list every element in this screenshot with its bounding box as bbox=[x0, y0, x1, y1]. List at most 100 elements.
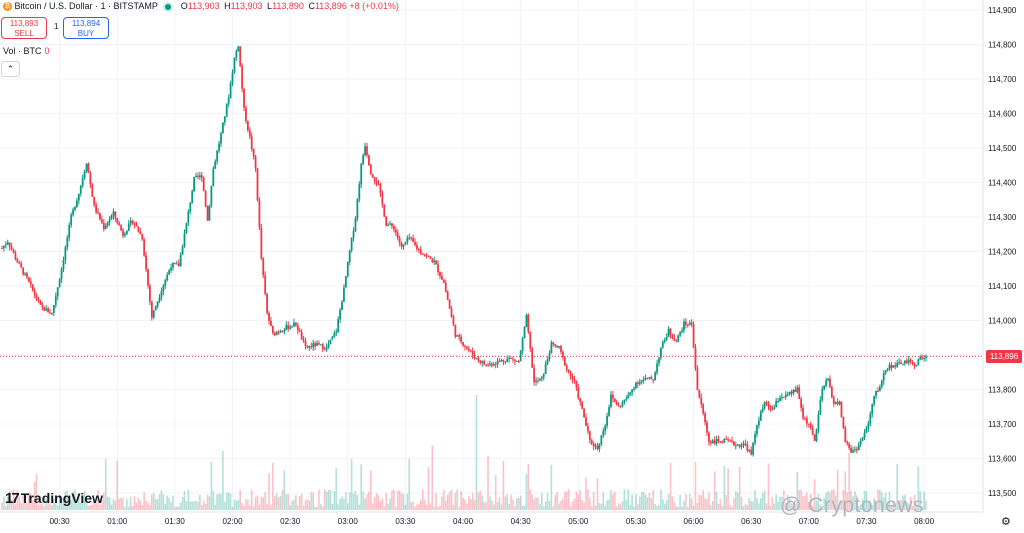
candle-body bbox=[14, 252, 17, 260]
candle-body bbox=[110, 215, 113, 220]
volume-bar bbox=[804, 495, 806, 510]
candle-body bbox=[64, 247, 67, 261]
candle-body bbox=[660, 347, 662, 358]
candle-body bbox=[635, 382, 637, 389]
volume-bar bbox=[783, 490, 785, 510]
candle-body bbox=[177, 263, 180, 267]
volume-bar bbox=[857, 506, 860, 510]
candle-body bbox=[277, 332, 280, 334]
candle-body bbox=[131, 220, 134, 223]
volume-bar bbox=[637, 504, 639, 510]
volume-bar bbox=[919, 491, 922, 510]
buy-button[interactable]: 113,894 BUY bbox=[63, 17, 109, 39]
candle-body bbox=[757, 420, 760, 426]
volume-bar bbox=[640, 492, 643, 510]
volume-bar bbox=[325, 491, 328, 510]
candle-body bbox=[567, 369, 570, 372]
volume-bar bbox=[771, 497, 774, 510]
candle-body bbox=[243, 88, 245, 108]
candle-body bbox=[198, 175, 201, 178]
volume-bar bbox=[579, 490, 582, 510]
candle-body bbox=[227, 98, 230, 104]
volume-bar bbox=[606, 500, 608, 510]
volume-bar bbox=[629, 504, 631, 510]
collapse-chevron-icon[interactable]: ⌃ bbox=[1, 61, 20, 77]
candle-body bbox=[237, 46, 240, 52]
candle-body bbox=[694, 347, 697, 369]
price-axis: 113,500113,600113,700113,800113,900114,0… bbox=[982, 0, 1017, 512]
volume-bar bbox=[852, 496, 854, 510]
volume-bar bbox=[736, 492, 739, 510]
candle-body bbox=[867, 423, 870, 428]
candle-body bbox=[344, 276, 347, 288]
volume-bar bbox=[748, 497, 751, 510]
volume-bar bbox=[856, 495, 858, 510]
candle-body bbox=[379, 184, 382, 194]
volume-bar bbox=[890, 505, 893, 510]
sell-button[interactable]: 113,893 SELL bbox=[1, 17, 47, 39]
candle-body bbox=[919, 357, 922, 360]
candle-body bbox=[31, 284, 34, 291]
candle-body bbox=[521, 338, 524, 351]
candle-body bbox=[225, 103, 228, 117]
volume-bar bbox=[512, 499, 514, 510]
candle-body bbox=[27, 277, 30, 282]
volume-bar bbox=[735, 491, 737, 510]
volume-bar bbox=[14, 504, 17, 510]
volume-bar bbox=[76, 503, 78, 510]
volume-bar bbox=[329, 490, 332, 510]
volume-bar bbox=[710, 505, 712, 510]
volume-bar bbox=[590, 505, 593, 510]
candle-body bbox=[512, 358, 514, 360]
candle-body bbox=[218, 143, 220, 151]
candle-body bbox=[802, 407, 804, 419]
volume-bar bbox=[385, 493, 387, 510]
candle-body bbox=[623, 399, 626, 403]
volume-bar bbox=[298, 496, 301, 510]
volume-bar bbox=[104, 459, 107, 510]
volume-bar bbox=[464, 499, 466, 510]
volume-bar bbox=[788, 497, 791, 510]
candle-body bbox=[465, 346, 468, 349]
volume-bar bbox=[135, 502, 138, 510]
candle-body bbox=[481, 361, 484, 363]
volume-bar bbox=[402, 493, 405, 510]
symbol-title[interactable]: Bitcoin / U.S. Dollar · 1 · BITSTAMP bbox=[14, 1, 158, 11]
candle-body bbox=[500, 360, 503, 362]
candle-body bbox=[162, 285, 165, 292]
volume-bar bbox=[62, 498, 65, 510]
volume-bar bbox=[389, 498, 391, 510]
candle-body bbox=[427, 255, 430, 257]
volume-bar bbox=[404, 504, 407, 510]
candle-body bbox=[517, 361, 520, 363]
candle-body bbox=[448, 299, 451, 309]
volume-bar bbox=[323, 489, 326, 510]
candle-body bbox=[241, 65, 244, 89]
candle-body bbox=[756, 425, 758, 435]
candle-body bbox=[24, 273, 26, 275]
candle-body bbox=[855, 449, 858, 451]
candle-body bbox=[137, 226, 140, 232]
candle-body bbox=[97, 212, 99, 214]
volume-bar bbox=[552, 506, 555, 510]
candle-body bbox=[489, 363, 491, 366]
candle-body bbox=[214, 161, 217, 169]
volume-bar bbox=[70, 499, 72, 510]
candle-body bbox=[556, 345, 559, 348]
volume-bar bbox=[131, 505, 134, 510]
volume-bar bbox=[675, 506, 678, 510]
candle-body bbox=[915, 365, 918, 367]
candle-body bbox=[829, 378, 831, 387]
candle-body bbox=[47, 308, 50, 313]
candle-body bbox=[754, 434, 756, 443]
volume-bar bbox=[10, 499, 13, 510]
volume-bar bbox=[273, 495, 276, 510]
settings-gear-icon[interactable]: ⚙ bbox=[1001, 516, 1011, 528]
candle-body bbox=[627, 394, 630, 399]
volume-bar bbox=[166, 495, 169, 510]
candle-body bbox=[565, 365, 568, 370]
candle-body bbox=[348, 250, 351, 263]
volume-bar bbox=[210, 461, 213, 510]
candle-body bbox=[815, 429, 818, 441]
